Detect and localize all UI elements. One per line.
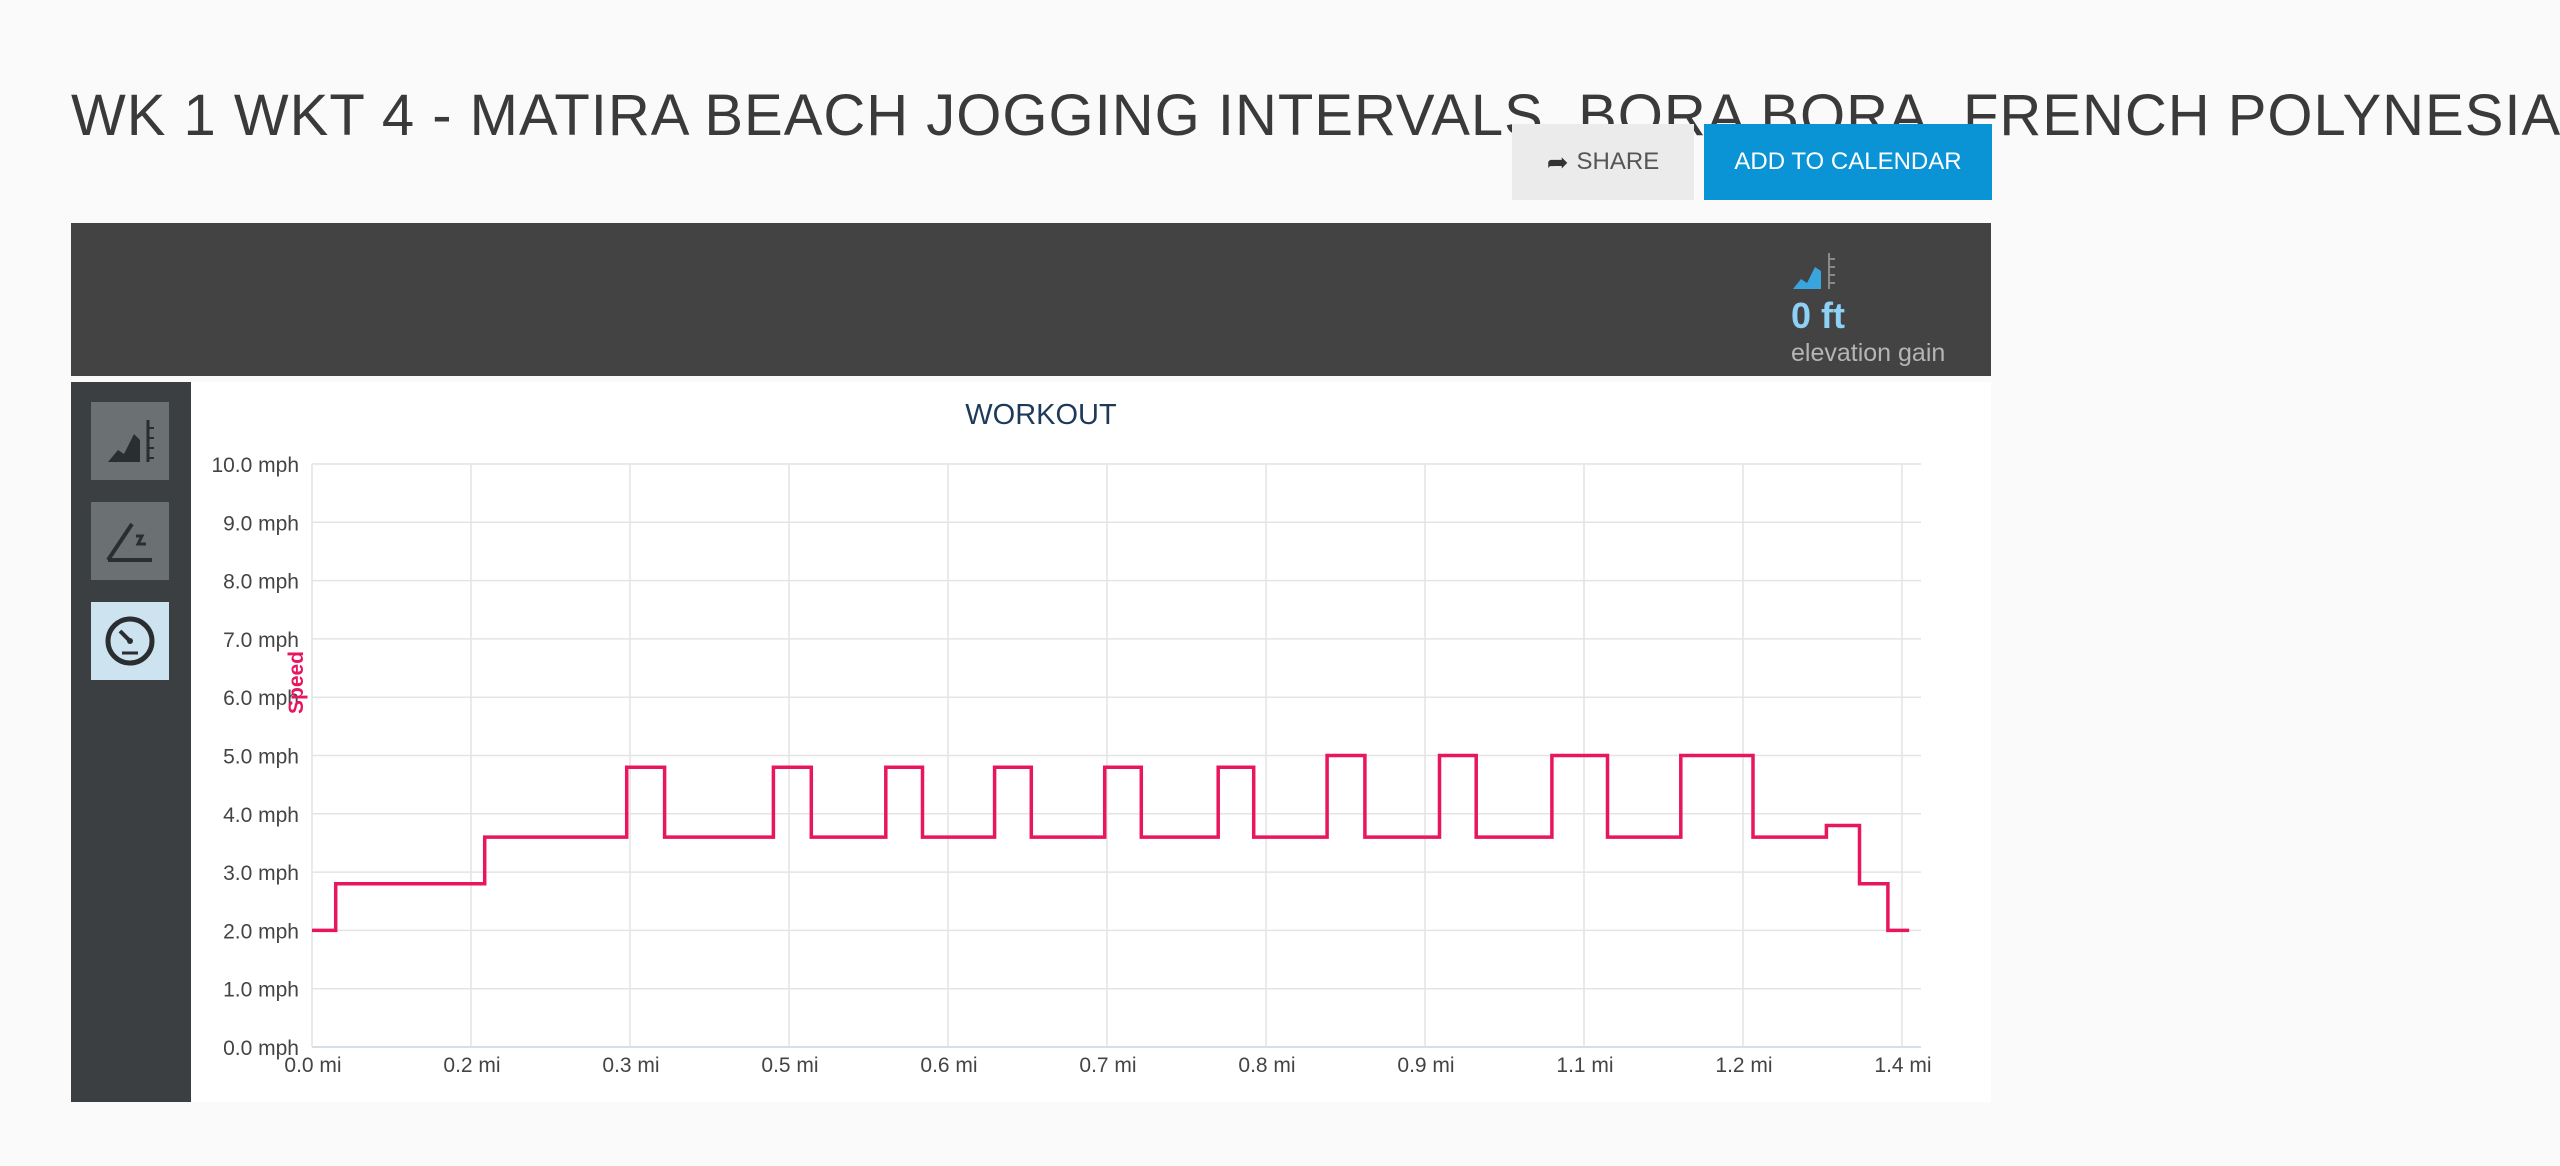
action-bar: ➦ SHARE ADD TO CALENDAR [1512,124,1992,200]
elevation-label: elevation gain [1791,339,1946,367]
elevation-stat: 0 ft elevation gain [1791,251,1945,368]
y-axis-label: Speed [285,651,308,714]
y-tick-label: 1.0 mph [223,979,299,1002]
x-tick-label: 0.6 mi [920,1054,977,1077]
share-button[interactable]: ➦ SHARE [1512,124,1694,200]
y-tick-label: 10.0 mph [211,454,299,477]
elevation-profile-button[interactable] [91,402,169,480]
y-tick-label: 6.0 mph [223,687,299,710]
speedometer-icon [105,616,155,666]
chart-type-rail [71,382,191,1102]
x-tick-label: 0.5 mi [761,1054,818,1077]
y-tick-label: 5.0 mph [223,746,299,769]
speed-series-line [312,753,1910,933]
y-tick-label: 0.0 mph [223,1037,299,1060]
page-title: WK 1 WKT 4 - MATIRA BEACH JOGGING INTERV… [71,83,2560,148]
x-tick-label: 0.0 mi [284,1054,341,1077]
x-tick-label: 0.8 mi [1238,1054,1295,1077]
add-to-calendar-label: ADD TO CALENDAR [1734,148,1962,175]
elevation-icon [1793,253,1835,289]
stats-bar: 0 ft elevation gain [71,223,1991,376]
y-tick-label: 2.0 mph [223,920,299,943]
y-tick-label: 9.0 mph [223,512,299,535]
x-tick-label: 0.2 mi [443,1054,500,1077]
share-icon: ➦ [1546,146,1569,177]
add-to-calendar-button[interactable]: ADD TO CALENDAR [1704,124,1992,200]
y-tick-label: 4.0 mph [223,804,299,827]
speed-button[interactable] [91,602,169,680]
x-tick-label: 1.2 mi [1715,1054,1772,1077]
workout-chart: 0.0 mph 1.0 mph 2.0 mph 3.0 mph 4.0 mph 5.0 m… [211,399,1931,1077]
chart-panel: 0.0 mph 1.0 mph 2.0 mph 3.0 mph 4.0 mph 5.0 m… [71,382,1991,1102]
x-tick-label: 1.4 mi [1874,1054,1931,1077]
grade-button[interactable] [91,502,169,580]
y-tick-label: 3.0 mph [223,862,299,885]
x-tick-label: 0.7 mi [1079,1054,1136,1077]
x-tick-label: 0.3 mi [602,1054,659,1077]
y-tick-label: 7.0 mph [223,629,299,652]
share-button-label: SHARE [1576,148,1660,175]
chart-title: WORKOUT [965,399,1117,431]
elevation-profile-icon [108,420,154,462]
x-tick-label: 0.9 mi [1397,1054,1454,1077]
y-tick-label: 8.0 mph [223,571,299,594]
x-tick-label: 1.1 mi [1556,1054,1613,1077]
elevation-value: 0 ft [1791,295,1845,336]
grade-icon [106,522,152,562]
